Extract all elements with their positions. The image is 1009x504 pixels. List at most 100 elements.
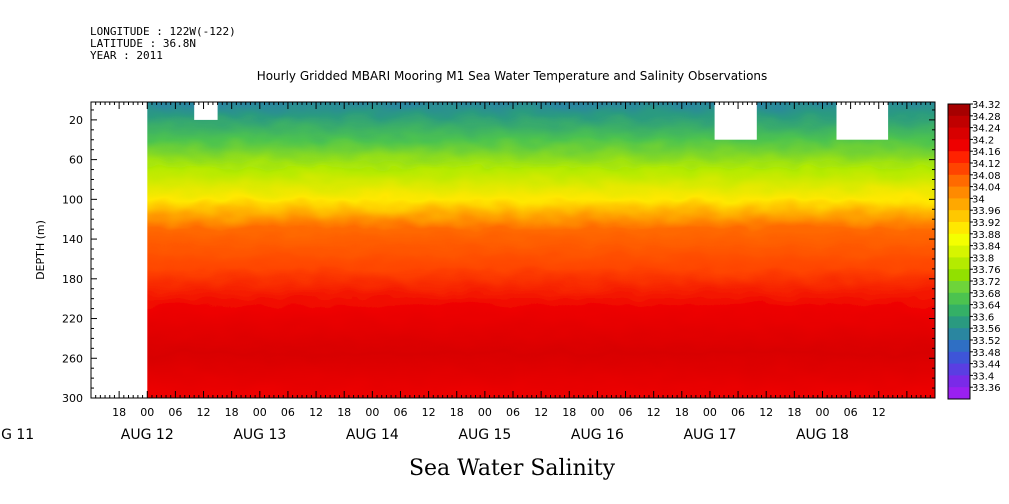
colorbar-label: 34.12: [972, 159, 1001, 170]
colorbar-swatch: [948, 127, 970, 140]
chart-title: Hourly Gridded MBARI Mooring M1 Sea Wate…: [257, 69, 768, 83]
x-date-label: AUG 16: [571, 427, 624, 443]
colorbar-label: 34.04: [972, 183, 1001, 194]
x-hour-label: 00: [140, 406, 154, 419]
x-axis-label: Sea Water Salinity: [409, 456, 616, 481]
y-tick-label: 180: [62, 273, 83, 286]
colorbar-swatch: [948, 198, 970, 211]
x-hour-label: 00: [253, 406, 267, 419]
x-hour-label: 12: [872, 406, 886, 419]
colorbar-swatch: [948, 210, 970, 223]
colorbar-swatch: [948, 151, 970, 164]
colorbar-swatch: [948, 257, 970, 270]
x-date-label: AUG 18: [796, 427, 849, 443]
x-hour-label: 06: [168, 406, 182, 419]
colorbar-label: 33.48: [972, 348, 1001, 359]
x-hour-label: 18: [450, 406, 464, 419]
colorbar-swatch: [948, 186, 970, 199]
y-axis-label: DEPTH (m): [34, 220, 47, 280]
colorbar-frame: [947, 103, 971, 400]
y-axis: 20 60 100 140 180 220 260 300: [62, 109, 935, 405]
missing-data-region: [91, 102, 148, 398]
colorbar-label: 33.4: [972, 371, 994, 382]
x-hour-label: 12: [422, 406, 436, 419]
x-hour-label: 00: [365, 406, 379, 419]
x-hour-label: 06: [619, 406, 633, 419]
y-tick-label: 60: [69, 154, 83, 167]
missing-data-region: [714, 102, 757, 140]
x-hour-label: 06: [506, 406, 520, 419]
colorbar-label: 34.2: [972, 135, 994, 146]
colorbar-swatch: [948, 375, 970, 388]
colorbar-swatch: [948, 163, 970, 176]
y-tick-label: 300: [62, 392, 83, 405]
y-tick-label: 140: [62, 233, 83, 246]
colorbar-label: 33.76: [972, 265, 1001, 276]
x-axis: 18 00 06 12 18 00 06 12 18 00 06 12 18 00 06 12 18 00 06 12…: [0, 102, 936, 443]
colorbar-swatch: [948, 104, 970, 117]
x-date-label: AUG 12: [121, 427, 174, 443]
colorbar-label: 33.52: [972, 336, 1001, 347]
colorbar: 34.3234.2834.2434.234.1634.1234.0834.043…: [947, 100, 1001, 400]
colorbar-swatch: [948, 340, 970, 353]
x-hour-label: 12: [647, 406, 661, 419]
x-date-label: AUG 13: [233, 427, 286, 443]
colorbar-swatch: [948, 269, 970, 282]
colorbar-swatch: [948, 316, 970, 329]
x-hour-label: 00: [703, 406, 717, 419]
colorbar-label: 33.84: [972, 242, 1001, 253]
colorbar-swatch: [948, 222, 970, 235]
colorbar-swatch: [948, 281, 970, 294]
x-hour-label: 12: [759, 406, 773, 419]
colorbar-swatch: [948, 351, 970, 365]
colorbar-label: 33.36: [972, 383, 1001, 394]
missing-data-region: [836, 102, 889, 140]
x-hour-label: 18: [675, 406, 689, 419]
missing-data-region: [194, 102, 218, 120]
colorbar-label: 33.72: [972, 277, 1001, 288]
colorbar-label: 34.28: [972, 112, 1001, 123]
missing-data-layer: [91, 102, 889, 398]
x-hour-label: 12: [309, 406, 323, 419]
x-hour-label: 18: [562, 406, 576, 419]
colorbar-label: 33.88: [972, 230, 1001, 241]
colorbar-swatch: [948, 115, 970, 129]
x-date-label: AUG 14: [346, 427, 399, 443]
y-tick-label: 220: [62, 313, 83, 326]
x-hour-label: 06: [393, 406, 407, 419]
colorbar-swatch: [948, 245, 970, 258]
colorbar-swatch: [948, 233, 970, 247]
x-date-label: AUG 17: [683, 427, 736, 443]
colorbar-label: 33.96: [972, 206, 1001, 217]
colorbar-swatch: [948, 363, 970, 376]
x-hour-label: 12: [534, 406, 548, 419]
x-hour-label: 06: [281, 406, 295, 419]
colorbar-label: 33.44: [972, 360, 1001, 371]
colorbar-swatch: [948, 304, 970, 317]
colorbar-label: 33.8: [972, 253, 994, 264]
colorbar-label: 34.08: [972, 171, 1001, 182]
x-hour-label: 18: [225, 406, 239, 419]
x-hour-label: 06: [844, 406, 858, 419]
latitude-label: LATITUDE : 36.8N: [90, 37, 196, 50]
longitude-label: LONGITUDE : 122W(-122): [90, 25, 236, 38]
x-hour-label: 18: [787, 406, 801, 419]
x-hour-label: 18: [112, 406, 126, 419]
colorbar-label: 33.64: [972, 301, 1001, 312]
year-label: YEAR : 2011: [90, 49, 163, 62]
colorbar-label: 33.6: [972, 312, 994, 323]
x-date-label: AUG 11: [0, 427, 34, 443]
y-tick-label: 100: [62, 193, 83, 206]
colorbar-swatch: [948, 328, 970, 341]
colorbar-swatch: [948, 387, 970, 400]
x-hour-label: 00: [478, 406, 492, 419]
colorbar-label: 34: [972, 194, 985, 205]
colorbar-label: 33.92: [972, 218, 1001, 229]
colorbar-label: 34.24: [972, 124, 1001, 135]
x-hour-label: 06: [731, 406, 745, 419]
colorbar-swatch: [948, 139, 970, 152]
y-tick-label: 20: [69, 114, 83, 127]
colorbar-swatch: [948, 174, 970, 188]
colorbar-label: 34.32: [972, 100, 1001, 111]
